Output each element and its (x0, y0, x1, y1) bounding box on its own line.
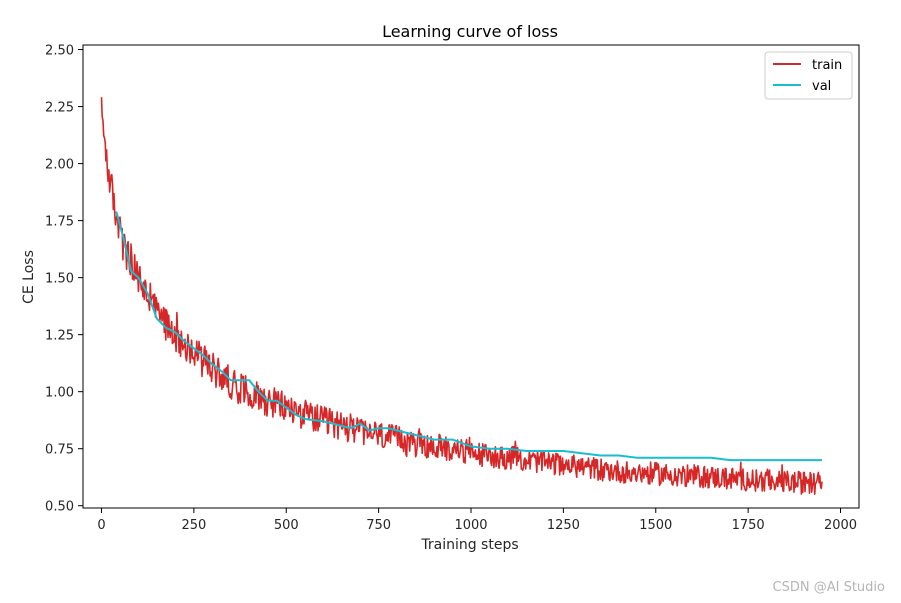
y-tick-label: 2.00 (45, 158, 74, 173)
x-tick-label: 1750 (732, 518, 765, 533)
y-axis-label: CE Loss (21, 250, 37, 304)
x-tick-label: 750 (366, 518, 391, 533)
y-tick-label: 1.00 (45, 386, 74, 401)
watermark: CSDN @AI Studio (772, 580, 885, 595)
plot-area (100, 97, 823, 496)
x-tick-label: 500 (274, 518, 299, 533)
y-tick-label: 0.50 (45, 500, 74, 515)
y-axis: 0.50 0.75 1.00 1.25 1.50 1.75 2.00 2.25 2.50 (45, 44, 83, 515)
y-tick-label: 0.75 (45, 443, 74, 458)
x-tick-label: 0 (97, 518, 105, 533)
x-tick-label: 250 (181, 518, 206, 533)
x-tick-label: 1250 (547, 518, 580, 533)
x-tick-label: 2000 (824, 518, 857, 533)
legend: train val (764, 51, 853, 100)
y-tick-label: 1.75 (45, 215, 74, 230)
y-tick-label: 1.50 (45, 272, 74, 287)
x-axis: 0 250 500 750 1000 1250 1500 1750 2000 (97, 508, 857, 533)
x-axis-label: Training steps (420, 537, 518, 553)
legend-label-val: val (812, 79, 831, 94)
series-layer (100, 97, 823, 496)
y-tick-label: 2.50 (45, 44, 74, 59)
x-tick-label: 1500 (639, 518, 672, 533)
y-tick-label: 2.25 (45, 101, 74, 116)
chart-title: Learning curve of loss (382, 22, 558, 41)
legend-label-train: train (812, 58, 842, 73)
x-tick-label: 1000 (454, 518, 487, 533)
series-line-val (115, 211, 822, 462)
y-tick-label: 1.25 (45, 329, 74, 344)
